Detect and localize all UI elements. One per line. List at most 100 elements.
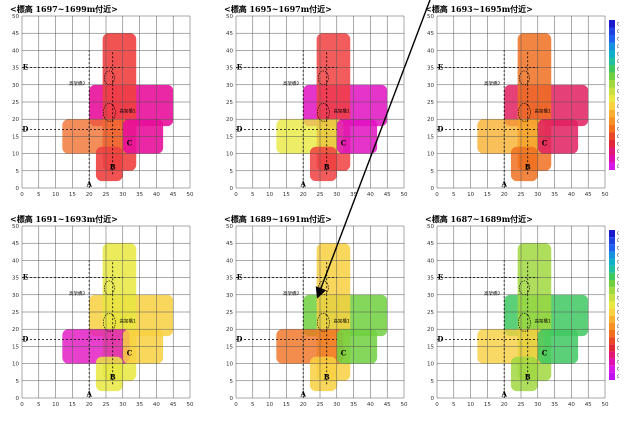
legend-swatch [609,315,615,323]
heatmap-svg: 0 5 10 15 20 25 30 35 40 45 50 0 5 10 15 20 25 30 35 40 45 50… [12,14,194,198]
x-tick-label: 35 [350,402,357,408]
structure-label: 高架橋1 [534,317,550,324]
legend-label: 0.160 [617,141,619,147]
y-tick-label: 20 [427,327,434,333]
y-tick-label: 5 [431,379,435,385]
legend-swatch [609,20,615,28]
x-tick-label: 30 [333,402,340,408]
y-tick-label: 40 [12,258,19,264]
structure-label: 高架橋1 [119,317,135,324]
heatmap-svg: 0 5 10 15 20 25 30 35 40 45 50 0 5 10 15 20 25 30 35 40 45 50… [226,224,408,408]
x-tick-label: 35 [350,192,357,198]
legend-swatch [609,330,615,338]
section-marker: C [127,138,133,147]
legend-label: 0.100 [617,164,619,170]
x-tick-label: 0 [20,192,24,198]
panel-title: <標高 1689~1691m付近> [224,214,332,224]
y-tick-label: 40 [226,48,233,54]
x-tick-label: 50 [187,402,194,408]
section-marker: D [22,335,28,344]
panel-title: <標高 1697~1699m付近> [10,4,118,14]
legend-swatch [609,272,615,280]
legend-swatch [609,294,615,302]
y-tick-label: 15 [226,134,233,140]
legend-swatch [609,147,615,155]
legend-label: 0.340 [617,74,619,80]
legend-label: 0.440 [617,252,619,258]
heat-region [309,356,337,392]
section-marker: B [324,372,330,381]
x-tick-label: 35 [136,402,143,408]
legend-swatch [609,301,615,309]
section-marker: E [237,273,242,282]
legend-label: 0.420 [617,260,619,266]
x-tick-label: 10 [52,402,59,408]
y-tick-label: 25 [226,310,233,316]
section-marker: C [341,348,347,357]
y-tick-label: 5 [230,379,234,385]
y-tick-label: 20 [12,327,19,333]
heat-region [510,356,538,392]
y-tick-label: 30 [226,293,233,299]
structure-outline [519,70,530,86]
legend-swatch [609,102,615,110]
y-tick-label: 40 [12,48,19,54]
legend-label: 0.280 [617,310,619,316]
legend-label: 0.240 [617,324,619,330]
y-tick-label: 15 [12,134,19,140]
x-tick-label: 30 [534,402,541,408]
structure-outline [317,103,330,122]
legend-swatch [609,155,615,163]
legend-swatch [609,117,615,125]
x-tick-label: 35 [136,192,143,198]
y-tick-label: 45 [12,241,19,247]
legend-label: 0.500 [617,231,619,237]
x-tick-label: 5 [37,192,41,198]
structure-label: 高架橋1 [333,107,349,114]
x-tick-label: 5 [452,402,456,408]
legend-swatch [609,322,615,330]
legend-swatch [609,237,615,245]
x-tick-label: 20 [86,402,93,408]
heat-region [95,146,123,182]
x-tick-label: 10 [52,192,59,198]
legend-swatch [609,125,615,133]
structure-label: 高架橋1 [534,107,550,114]
x-tick-label: 15 [283,192,290,198]
heatmap-svg: 0 5 10 15 20 25 30 35 40 45 50 0 5 10 15 20 25 30 35 40 45 50… [12,224,194,408]
section-marker: C [542,138,548,147]
x-tick-label: 20 [86,192,93,198]
legend-label: 0.200 [617,338,619,344]
y-tick-label: 30 [427,83,434,89]
y-tick-label: 45 [427,31,434,37]
structure-outline [318,70,329,86]
y-tick-label: 5 [230,169,234,175]
legend-swatch [609,132,615,140]
x-tick-label: 50 [401,192,408,198]
legend-swatch [609,287,615,295]
x-tick-label: 20 [501,402,508,408]
section-marker: E [23,63,28,72]
y-tick-label: 20 [12,117,19,123]
y-tick-label: 0 [431,186,435,192]
section-marker: C [542,348,548,357]
legend-label: 0.320 [617,81,619,87]
x-tick-label: 20 [501,192,508,198]
y-tick-label: 30 [12,293,19,299]
legend-label: 0.480 [617,238,619,244]
legend-label: 0.360 [617,281,619,287]
x-tick-label: 5 [251,192,255,198]
y-tick-label: 30 [12,83,19,89]
legend-swatch [609,244,615,252]
y-tick-label: 15 [427,344,434,350]
x-tick-label: 45 [384,402,391,408]
grid [235,225,405,399]
legend-swatch [609,110,615,118]
legend-swatch [609,162,615,170]
legend-swatch [609,27,615,35]
y-tick-label: 0 [431,396,435,402]
y-tick-label: 10 [12,152,19,158]
x-tick-label: 40 [153,192,160,198]
x-tick-label: 30 [534,192,541,198]
